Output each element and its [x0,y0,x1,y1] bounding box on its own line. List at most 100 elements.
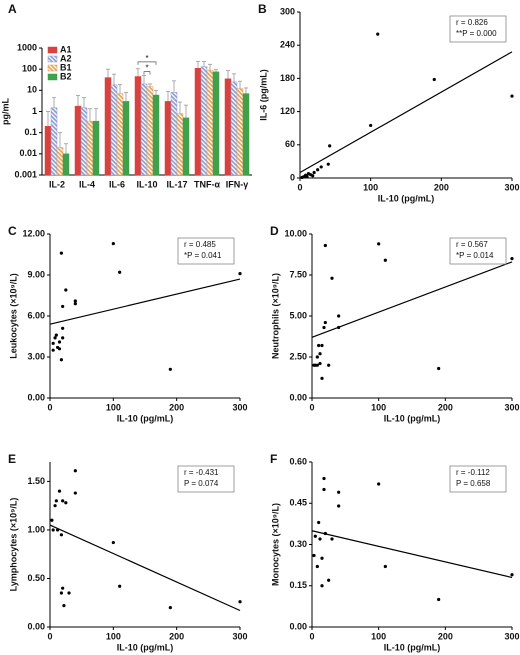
x-tick-label: 0 [309,631,314,641]
point [59,591,64,595]
y-axis-label: Monocytes (×10⁹/L) [270,503,280,586]
x-tick-label: 200 [169,402,184,412]
bar [176,113,184,176]
bar [146,86,154,176]
point [51,528,55,532]
point [54,333,58,337]
point [376,32,380,36]
point [168,367,172,371]
y-tick-label: 7.50 [289,269,307,279]
point [320,376,324,380]
point [57,347,62,351]
stats-text: r = 0.826 [456,18,488,27]
point [118,584,122,588]
point [59,251,64,255]
y-tick-label: 9.00 [27,269,45,279]
y-tick-label: 1.00 [27,524,45,534]
point [318,537,322,541]
point [320,584,324,588]
point [326,162,330,166]
legend-label: B2 [60,71,72,81]
stats-text: r = 0.485 [184,240,216,249]
y-tick-label: 100 [22,64,37,74]
y-tick-label: 1 [32,106,37,116]
regression-line [49,278,241,325]
x-tick-label: 200 [438,402,453,412]
y-tick-label: 240 [280,40,295,50]
point [432,77,436,82]
point [315,363,319,367]
stats-text: *P = 0.041 [184,251,222,260]
x-tick-label: 300 [232,631,247,641]
bar [212,71,220,176]
point [61,586,65,590]
point [337,314,341,318]
stats-box [449,15,507,43]
bar [104,77,112,176]
point [238,272,242,276]
y-tick-label: 1000 [17,42,37,52]
y-tick-label: 180 [280,73,295,83]
bar [194,68,202,176]
bar [110,84,118,176]
point [323,320,327,325]
point [54,499,58,503]
significance-star: * [145,54,148,63]
y-tick-label: 3.00 [27,351,45,361]
bar [56,147,64,176]
point [64,501,68,505]
bar [140,83,148,176]
x-tick-label: 200 [434,182,449,192]
point [510,257,514,261]
point [61,336,65,340]
y-tick-label: 2.50 [289,351,307,361]
point [311,174,315,178]
bar [152,94,160,176]
point [337,490,341,494]
point [320,343,324,348]
point [318,361,322,366]
y-axis-label: IL-6 (pg/mL) [258,69,268,121]
regression-line [311,261,513,338]
y-tick-label: 10.00 [284,228,307,238]
regression-line [49,524,241,612]
bar [80,107,88,176]
legend-swatch [47,55,58,63]
point [315,564,319,569]
point [322,325,326,330]
bar [182,117,190,176]
point [383,258,387,262]
point [320,556,324,560]
x-tick-label: 300 [504,182,519,192]
x-tick-label: 100 [371,631,386,641]
panel-label: E [8,452,16,466]
y-tick-label: 0.60 [289,456,307,466]
bar [50,107,58,176]
stats-text: r = -0.112 [456,468,490,477]
x-tick-label: 0 [297,182,302,192]
x-tick-label: 300 [504,402,519,412]
bar [62,153,70,176]
significance-bracket [137,61,157,65]
point [312,170,316,175]
point [73,302,77,306]
y-tick-label: 6.00 [27,310,45,320]
legend-label: A2 [60,53,72,63]
bar [44,126,52,176]
point [319,165,323,169]
bar [206,69,214,176]
point [62,604,66,608]
y-axis-label: Leukocytes (×10⁹/L) [8,273,18,359]
bar [134,76,142,176]
x-tick-label: 200 [438,631,453,641]
panel-label: F [270,452,277,466]
stats-box [449,465,507,493]
stats-text: r = 0.567 [456,240,488,249]
bar [86,120,94,176]
point [53,336,57,340]
y-tick-label: 1.50 [27,476,45,486]
y-tick-label: 12.00 [22,228,45,238]
bar [116,93,124,176]
bar [242,93,250,176]
bar [74,105,82,176]
